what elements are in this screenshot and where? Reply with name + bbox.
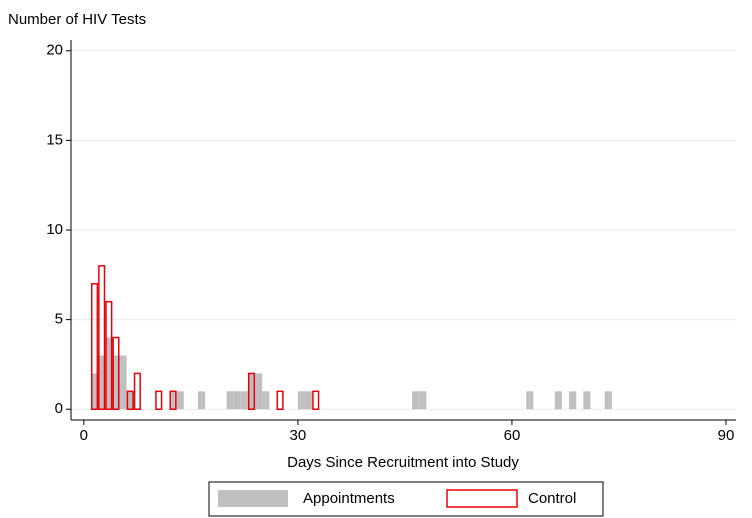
bar bbox=[604, 391, 612, 410]
legend-swatch bbox=[218, 490, 288, 507]
bar bbox=[419, 391, 427, 410]
bar bbox=[276, 390, 284, 410]
legend-label: Appointments bbox=[303, 490, 395, 507]
bar bbox=[247, 372, 256, 410]
bar bbox=[233, 391, 241, 410]
bar bbox=[176, 391, 184, 410]
y-tick-label: 20 bbox=[46, 42, 63, 59]
y-tick-label: 15 bbox=[46, 131, 63, 148]
bar bbox=[155, 390, 163, 410]
bar bbox=[583, 391, 591, 410]
bar bbox=[105, 337, 113, 410]
bar bbox=[105, 300, 113, 410]
legend-swatch bbox=[446, 489, 518, 508]
x-tick-label: 90 bbox=[718, 427, 735, 444]
bar bbox=[112, 336, 120, 410]
bar bbox=[247, 373, 256, 410]
x-tick-label: 0 bbox=[80, 427, 88, 444]
bar bbox=[569, 391, 577, 410]
x-tick-label: 60 bbox=[504, 427, 521, 444]
bar bbox=[554, 391, 562, 410]
y-tick-label: 10 bbox=[46, 221, 63, 238]
bar bbox=[133, 372, 141, 410]
bar bbox=[255, 373, 263, 410]
x-axis-title: Days Since Recruitment into Study bbox=[287, 454, 519, 471]
y-tick-label: 0 bbox=[55, 400, 63, 417]
bar bbox=[305, 391, 313, 410]
bar bbox=[226, 391, 234, 410]
x-tick-label: 30 bbox=[290, 427, 307, 444]
bar bbox=[526, 391, 534, 410]
bar bbox=[112, 355, 120, 410]
bar bbox=[90, 373, 99, 410]
bar bbox=[240, 391, 248, 410]
bar bbox=[126, 390, 134, 410]
bar bbox=[169, 391, 177, 410]
bar bbox=[98, 355, 106, 410]
legend-label: Control bbox=[528, 490, 576, 507]
bar bbox=[198, 391, 206, 410]
bar bbox=[312, 390, 320, 410]
bar bbox=[412, 391, 420, 410]
y-axis-title: Number of HIV Tests bbox=[8, 11, 146, 28]
bar bbox=[119, 355, 127, 410]
bar bbox=[126, 391, 134, 410]
bar bbox=[169, 390, 177, 410]
bar bbox=[262, 391, 270, 410]
bar bbox=[98, 265, 106, 410]
y-tick-label: 5 bbox=[55, 311, 63, 328]
bar bbox=[297, 391, 306, 410]
bar bbox=[90, 283, 99, 410]
